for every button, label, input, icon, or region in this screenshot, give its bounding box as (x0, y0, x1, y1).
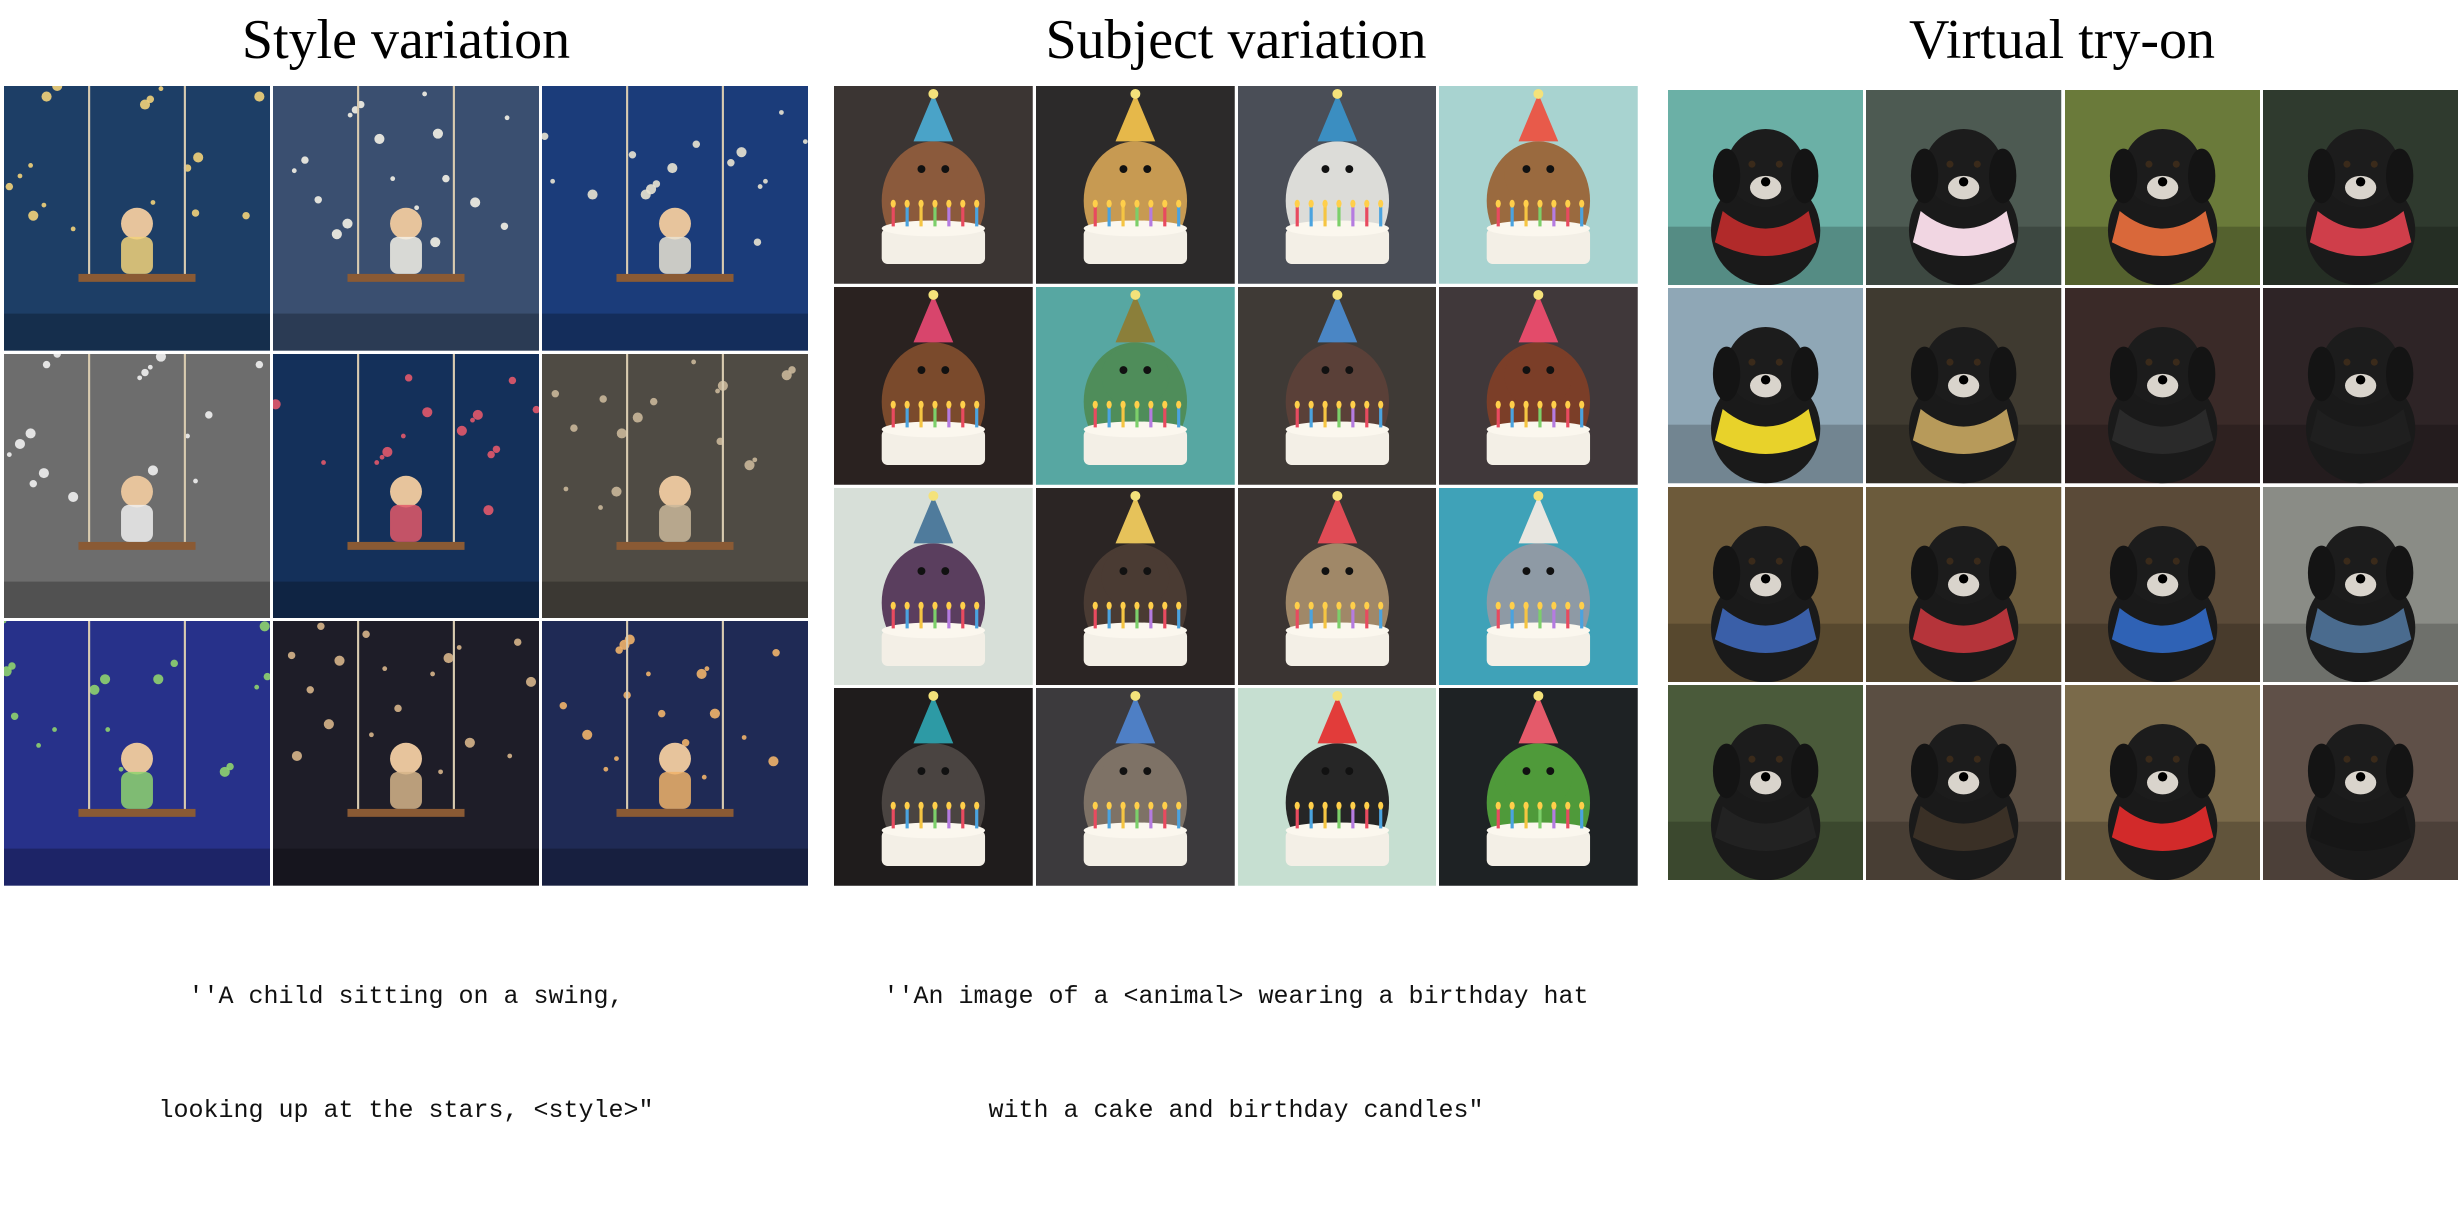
style-caption-line-1: ''A child sitting on a swing, (188, 982, 624, 1011)
tryon-image-tile (1668, 90, 1864, 286)
subject-image-tile (1035, 688, 1235, 886)
subject-image-tile (1439, 487, 1638, 686)
tryon-image-tile (2262, 90, 2458, 286)
tryon-image-tile (2262, 486, 2458, 682)
subject-image-tile (1439, 286, 1638, 485)
subject-image-tile (1237, 688, 1437, 886)
subject-image-tile (834, 688, 1033, 886)
style-image-grid (4, 86, 808, 886)
virtual-tryon-title: Virtual try-on (1908, 9, 2216, 71)
subject-image-tile (1439, 688, 1638, 886)
subject-image-tile (1237, 487, 1437, 686)
style-variation-panel: Style variation ''A child sitting on a s… (0, 0, 812, 1125)
subject-image-tile (834, 487, 1033, 686)
style-caption-line-2: looking up at the stars, <style>" (158, 1096, 654, 1125)
style-image-tile (542, 621, 808, 886)
tryon-image-tile (1668, 684, 1864, 880)
tryon-image-tile (1866, 90, 2062, 286)
subject-image-tile (834, 86, 1033, 284)
style-image-tile (4, 86, 270, 351)
subject-image-tile (834, 286, 1033, 485)
style-image-tile (273, 86, 539, 351)
style-image-tile (273, 353, 539, 619)
tryon-image-tile (2262, 288, 2458, 484)
virtual-tryon-panel: Virtual try-on (1662, 0, 2462, 981)
style-image-tile (542, 353, 808, 619)
subject-caption-line-1: ''An image of a <animal> wearing a birth… (883, 982, 1589, 1011)
subject-image-tile (1035, 86, 1235, 284)
subject-variation-title: Subject variation (1045, 9, 1427, 71)
subject-variation-panel: Subject variation ''An image of a <anima… (830, 0, 1642, 1125)
tryon-image-tile (1866, 486, 2062, 682)
style-image-tile (4, 353, 270, 619)
tryon-image-tile (2262, 684, 2458, 880)
tryon-image-tile (2064, 90, 2260, 286)
subject-image-grid (834, 86, 1638, 886)
style-image-tile (4, 621, 270, 886)
subject-image-tile (1237, 286, 1437, 485)
subject-prompt-caption: ''An image of a <animal> wearing a birth… (830, 902, 1642, 1206)
style-prompt-caption: ''A child sitting on a swing, looking up… (0, 902, 812, 1206)
subject-image-tile (1439, 86, 1638, 284)
tryon-image-grid (1668, 90, 2458, 880)
subject-image-tile (1035, 487, 1235, 686)
tryon-image-tile (2064, 288, 2260, 484)
tryon-image-tile (1866, 684, 2062, 880)
tryon-image-tile (2064, 684, 2260, 880)
subject-image-tile (1035, 286, 1235, 485)
style-image-tile (542, 86, 808, 351)
style-variation-title: Style variation (241, 9, 571, 71)
tryon-image-tile (1668, 288, 1864, 484)
tryon-image-tile (1866, 288, 2062, 484)
subject-caption-line-2: with a cake and birthday candles" (988, 1096, 1484, 1125)
style-image-tile (273, 621, 539, 886)
tryon-image-tile (2064, 486, 2260, 682)
subject-image-tile (1237, 86, 1437, 284)
tryon-image-tile (1668, 486, 1864, 682)
